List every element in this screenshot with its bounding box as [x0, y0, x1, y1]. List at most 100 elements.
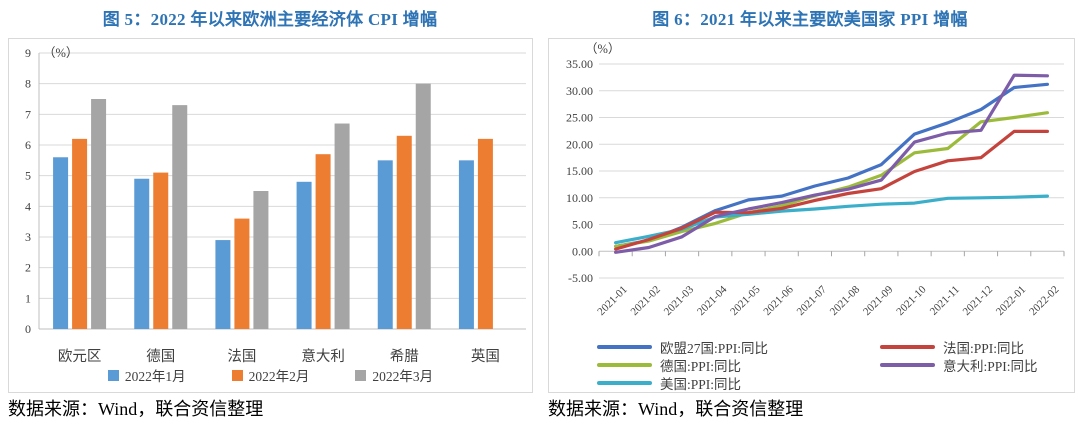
- legend-line-swatch-icon: [880, 345, 935, 349]
- y-axis-tick-label: 5.00: [572, 218, 593, 232]
- figure-5-title: 图 5：2022 年以来欧洲主要经济体 CPI 增幅: [102, 10, 438, 29]
- legend-label: 2022年3月: [372, 369, 434, 384]
- x-axis-tick-label: 2021-08: [828, 283, 863, 318]
- bar-chart-canvas: 0 1 2 3 4 5 6 7 8 9 （%） 欧元区 德国 法国 意大利 希腊 英国: [25, 46, 526, 365]
- line-series-意大利:PPI:同比: [613, 73, 1049, 254]
- legend-item-2022年1月: 2022年1月: [107, 365, 186, 385]
- y-axis-tick-label: 9: [25, 46, 31, 60]
- bar-2022年2月-希腊: [396, 135, 412, 329]
- legend-label: 法国:PPI:同比: [943, 341, 1025, 356]
- bar-2022年2月-意大利: [315, 154, 331, 329]
- x-axis-category-label: 希腊: [390, 348, 419, 365]
- y-axis-tick-label: 2: [25, 261, 31, 275]
- legend-swatch-icon: [107, 369, 119, 381]
- figure-5-cpi: 图 5：2022 年以来欧洲主要经济体 CPI 增幅 0 1 2 3 4 5 6 7 8 9 （%）…: [8, 10, 533, 419]
- line-series-欧盟27国:PPI:同比: [613, 82, 1049, 248]
- y-axis-tick-label: 25.00: [566, 111, 593, 125]
- line-chart-canvas: -5.00 0.00 5.00 10.00 15.00 20.00 25.00 30.00 35…: [566, 42, 1065, 318]
- bar-plot-area: 0 1 2 3 4 5 6 7 8 9 （%） 欧元区 德国 法国 意大利 希腊 英国: [25, 46, 526, 365]
- bar-2022年1月-希腊: [377, 160, 393, 329]
- bar-2022年1月-英国: [458, 160, 474, 329]
- x-axis-tick-label: 2021-01: [595, 284, 629, 318]
- bar-2022年1月-欧元区: [53, 157, 69, 329]
- line-chart-legend: 欧盟27国:PPI:同比 德国:PPI:同比 美国:PPI:同比 法国:PPI:同比意…: [597, 338, 1070, 392]
- x-axis-category-label: 英国: [471, 347, 500, 365]
- x-axis-tick-label: 2021-06: [761, 283, 796, 318]
- legend-label: 德国:PPI:同比: [660, 359, 742, 374]
- legend-item-美国:PPI:同比: 美国:PPI:同比: [597, 373, 880, 393]
- legend-line-swatch-icon: [880, 363, 935, 367]
- y-axis-tick-label: 0: [25, 322, 31, 336]
- y-axis-tick-label: 8: [25, 77, 31, 91]
- x-axis-tick-label: 2021-07: [795, 283, 830, 318]
- y-axis-tick-label: 7: [25, 107, 31, 121]
- x-axis-tick-label: 2021-05: [728, 283, 763, 318]
- y-axis-tick-label: 15.00: [566, 164, 593, 178]
- figure-6-ppi: 图 6：2021 年以来主要欧美国家 PPI 增幅 -5.00 0.00 5.00 1…: [540, 0, 1080, 434]
- bar-2022年1月-德国: [134, 178, 150, 329]
- bar-2022年2月-欧元区: [72, 138, 88, 329]
- legend-swatch-icon: [231, 369, 243, 381]
- cpi-bar-chart: 0 1 2 3 4 5 6 7 8 9 （%） 欧元区 德国 法国 意大利 希腊 英国 2022年1月 2022年…: [8, 38, 533, 393]
- bar-chart-legend: 2022年1月 2022年2月 2022年3月: [9, 365, 532, 385]
- x-axis-category-label: 意大利: [301, 347, 345, 365]
- x-axis-tick-label: 2021-09: [861, 283, 896, 318]
- y-axis-tick-label: 5: [25, 169, 31, 183]
- figure-5-source: 数据来源：Wind，联合资信整理: [8, 399, 264, 419]
- y-axis-unit-label: （%）: [585, 42, 620, 56]
- line-plot-area: -5.00 0.00 5.00 10.00 15.00 20.00 25.00 30.00 35…: [566, 42, 1065, 318]
- legend-label: 2022年1月: [124, 369, 186, 384]
- legend-item-2022年2月: 2022年2月: [231, 365, 310, 385]
- bar-2022年3月-欧元区: [91, 99, 107, 329]
- y-axis-tick-label: -5.00: [568, 271, 593, 285]
- x-axis-tick-label: 2021-04: [695, 283, 730, 318]
- figure-6-title: 图 6：2021 年以来主要欧美国家 PPI 增幅: [652, 10, 968, 29]
- legend-swatch-icon: [355, 369, 367, 381]
- bar-2022年1月-意大利: [296, 181, 312, 329]
- x-axis-category-label: 德国: [146, 348, 175, 365]
- legend-label: 意大利:PPI:同比: [943, 359, 1038, 374]
- ppi-line-chart: -5.00 0.00 5.00 10.00 15.00 20.00 25.00 30.00 35…: [548, 38, 1075, 393]
- y-axis-tick-label: 1: [25, 291, 31, 305]
- y-axis-tick-label: 20.00: [566, 137, 593, 151]
- bar-2022年3月-法国: [253, 191, 269, 329]
- legend-line-swatch-icon: [597, 345, 652, 349]
- bar-2022年3月-希腊: [415, 83, 431, 329]
- legend-label: 2022年2月: [248, 369, 310, 384]
- figure-6-source: 数据来源：Wind，联合资信整理: [548, 399, 804, 419]
- x-axis-tick-label: 2022-02: [1027, 284, 1061, 318]
- y-axis-tick-label: 6: [25, 138, 31, 152]
- x-axis-tick-label: 2021-11: [928, 284, 962, 318]
- legend-line-swatch-icon: [597, 363, 652, 367]
- x-axis-tick-label: 2021-02: [629, 284, 663, 318]
- y-axis-tick-label: 3: [25, 230, 31, 244]
- y-axis-tick-label: 0.00: [572, 244, 593, 258]
- legend-item-2022年3月: 2022年3月: [355, 365, 433, 385]
- x-axis-category-label: 欧元区: [58, 348, 102, 365]
- legend-item-法国:PPI:同比: 法国:PPI:同比: [880, 337, 1070, 357]
- x-axis-tick-label: 2021-03: [662, 283, 697, 318]
- y-axis-tick-label: 4: [25, 199, 31, 213]
- bar-2022年2月-英国: [477, 138, 493, 329]
- bar-2022年2月-法国: [234, 218, 250, 329]
- bar-2022年3月-德国: [172, 105, 188, 329]
- x-axis-tick-label: 2021-12: [961, 284, 995, 318]
- legend-item-德国:PPI:同比: 德国:PPI:同比: [597, 355, 880, 375]
- bar-2022年2月-德国: [153, 172, 169, 329]
- legend-item-欧盟27国:PPI:同比: 欧盟27国:PPI:同比: [597, 337, 880, 357]
- legend-item-意大利:PPI:同比: 意大利:PPI:同比: [880, 355, 1070, 375]
- legend-label: 欧盟27国:PPI:同比: [660, 341, 769, 356]
- y-axis-tick-label: 30.00: [566, 84, 593, 98]
- legend-line-swatch-icon: [597, 381, 652, 385]
- y-axis-unit-label: （%）: [43, 46, 78, 60]
- y-axis-tick-label: 10.00: [566, 191, 593, 205]
- x-axis-category-label: 法国: [227, 348, 256, 365]
- bar-2022年1月-法国: [215, 240, 231, 329]
- line-series-法国:PPI:同比: [613, 129, 1049, 251]
- legend-label: 美国:PPI:同比: [660, 377, 742, 392]
- y-axis-tick-label: 35.00: [566, 57, 593, 71]
- x-axis-tick-label: 2022-01: [994, 284, 1028, 318]
- x-axis-tick-label: 2021-10: [894, 283, 929, 318]
- bar-2022年3月-意大利: [334, 123, 350, 330]
